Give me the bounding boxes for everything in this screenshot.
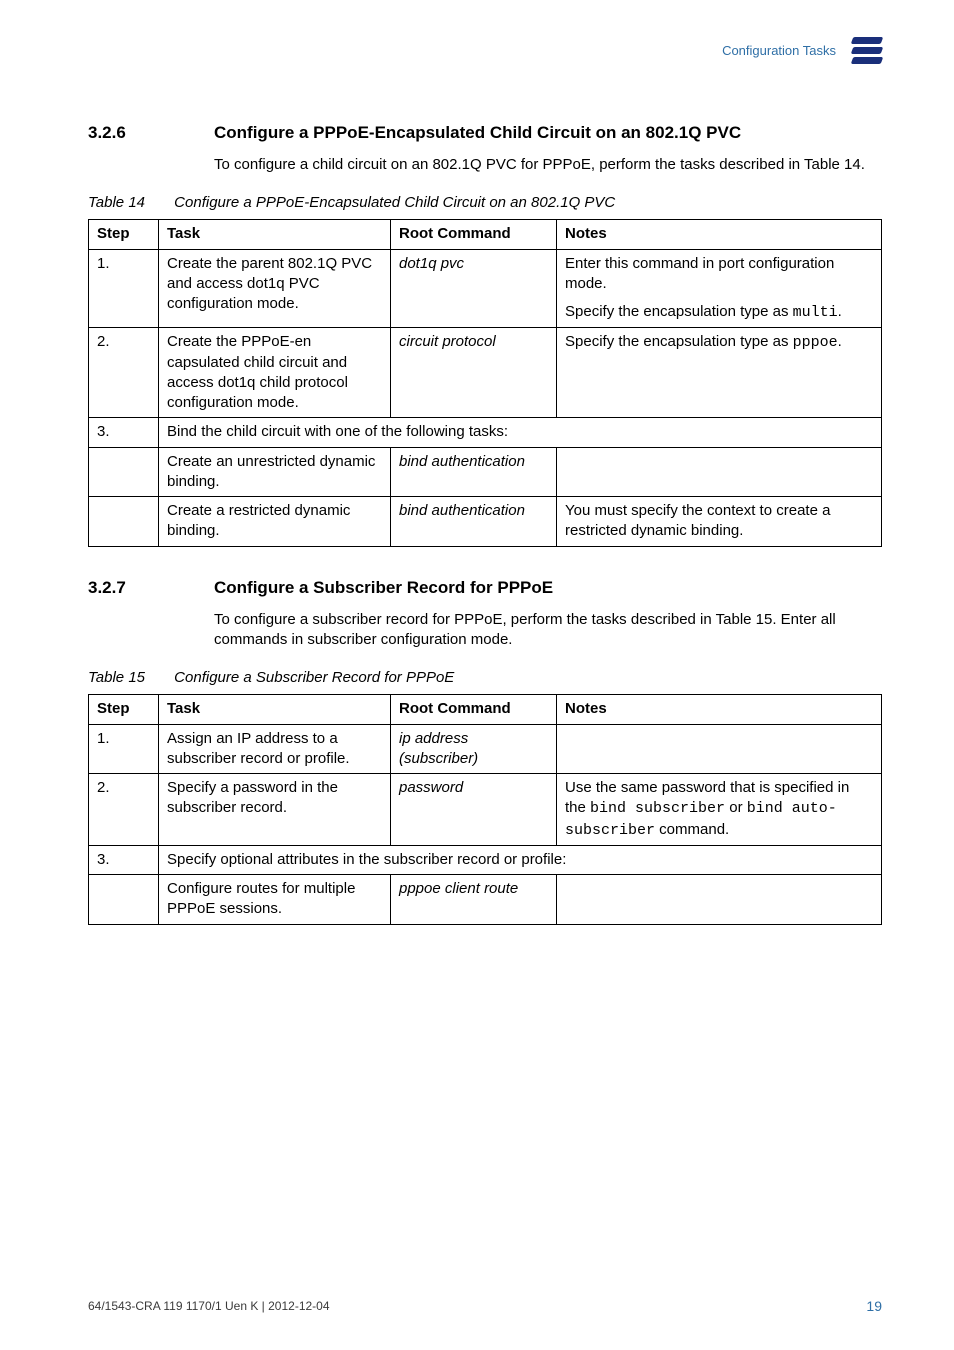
cell-task: Assign an IP address to a subscriber rec…: [159, 724, 391, 774]
cell-cmd: password: [391, 774, 557, 846]
cell-notes: You must specify the context to create a…: [557, 497, 882, 547]
cell-step: 3.: [89, 845, 159, 874]
table-15-caption-lead: Table 15: [88, 668, 170, 688]
cell-step: [89, 447, 159, 497]
th-cmd: Root Command: [391, 220, 557, 249]
cell-step: [89, 497, 159, 547]
table-14: Step Task Root Command Notes 1. Create t…: [88, 219, 882, 546]
table-row: 2. Create the PPPoE-en capsulated child …: [89, 328, 882, 418]
cell-span-task: Specify optional attributes in the subsc…: [159, 845, 882, 874]
notes-text: Specify the encapsulation type as: [565, 303, 793, 320]
cell-cmd: dot1q pvc: [391, 249, 557, 328]
cell-cmd: ip address (subscriber): [391, 724, 557, 774]
notes-code: pppoe: [793, 334, 838, 351]
cell-step: 2.: [89, 328, 159, 418]
cell-notes: [557, 447, 882, 497]
table-header-row: Step Task Root Command Notes: [89, 695, 882, 724]
section-number: 3.2.6: [88, 122, 214, 145]
cell-notes: Enter this command in port configuration…: [557, 249, 882, 298]
table-header-row: Step Task Root Command Notes: [89, 220, 882, 249]
th-notes: Notes: [557, 695, 882, 724]
cell-cmd: bind authentication: [391, 447, 557, 497]
table-15: Step Task Root Command Notes 1. Assign a…: [88, 694, 882, 924]
table-15-caption-text: Configure a Subscriber Record for PPPoE: [174, 669, 454, 686]
th-cmd: Root Command: [391, 695, 557, 724]
notes-text: command.: [655, 821, 729, 838]
th-task: Task: [159, 695, 391, 724]
cell-task: Specify a password in the subscriber rec…: [159, 774, 391, 846]
table-14-caption: Table 14 Configure a PPPoE-Encapsulated …: [88, 193, 882, 213]
cell-notes: Use the same password that is specified …: [557, 774, 882, 846]
section-title: Configure a PPPoE-Encapsulated Child Cir…: [214, 122, 741, 145]
th-task: Task: [159, 220, 391, 249]
cell-step: 2.: [89, 774, 159, 846]
table-14-caption-text: Configure a PPPoE-Encapsulated Child Cir…: [174, 194, 615, 211]
cell-step: [89, 875, 159, 925]
cell-step: 1.: [89, 724, 159, 774]
running-title: Configuration Tasks: [722, 42, 836, 60]
cell-task: Create an unrestricted dynamic binding.: [159, 447, 391, 497]
cell-task: Create the PPPoE-en capsulated child cir…: [159, 328, 391, 418]
section-para: To configure a child circuit on an 802.1…: [214, 155, 882, 175]
table-row: Create a restricted dynamic binding. bin…: [89, 497, 882, 547]
cell-notes: [557, 724, 882, 774]
page-footer: 64/1543-CRA 119 1170/1 Uen K | 2012-12-0…: [88, 1297, 882, 1316]
cell-notes: [557, 875, 882, 925]
cell-cmd: pppoe client route: [391, 875, 557, 925]
cell-step: 1.: [89, 249, 159, 328]
notes-text: or: [725, 799, 747, 816]
cell-notes: Specify the encapsulation type as multi.: [557, 298, 882, 328]
section-para: To configure a subscriber record for PPP…: [214, 610, 882, 651]
cell-step: 3.: [89, 418, 159, 447]
notes-text: Specify the encapsulation type as: [565, 333, 793, 350]
notes-code: multi: [793, 304, 838, 321]
cell-cmd: circuit protocol: [391, 328, 557, 418]
notes-period: .: [838, 303, 842, 320]
table-row: Configure routes for multiple PPPoE sess…: [89, 875, 882, 925]
th-notes: Notes: [557, 220, 882, 249]
notes-period: .: [838, 333, 842, 350]
table-14-caption-lead: Table 14: [88, 193, 170, 213]
brand-logo-icon: [852, 36, 882, 66]
table-row: 3. Specify optional attributes in the su…: [89, 845, 882, 874]
page-number: 19: [866, 1297, 882, 1316]
table-15-caption: Table 15 Configure a Subscriber Record f…: [88, 668, 882, 688]
table-row: 1. Assign an IP address to a subscriber …: [89, 724, 882, 774]
section-title: Configure a Subscriber Record for PPPoE: [214, 577, 553, 600]
notes-code: bind subscriber: [590, 800, 725, 817]
cell-task: Create the parent 802.1Q PVC and access …: [159, 249, 391, 328]
th-step: Step: [89, 220, 159, 249]
table-row: Create an unrestricted dynamic binding. …: [89, 447, 882, 497]
doc-id: 64/1543-CRA 119 1170/1 Uen K | 2012-12-0…: [88, 1298, 330, 1314]
table-row: 2. Specify a password in the subscriber …: [89, 774, 882, 846]
table-row: 3. Bind the child circuit with one of th…: [89, 418, 882, 447]
cell-task: Create a restricted dynamic binding.: [159, 497, 391, 547]
cell-task: Configure routes for multiple PPPoE sess…: [159, 875, 391, 925]
cell-notes: Specify the encapsulation type as pppoe.: [557, 328, 882, 418]
cell-cmd: bind authentication: [391, 497, 557, 547]
section-number: 3.2.7: [88, 577, 214, 600]
th-step: Step: [89, 695, 159, 724]
table-row: 1. Create the parent 802.1Q PVC and acce…: [89, 249, 882, 298]
cell-span-task: Bind the child circuit with one of the f…: [159, 418, 882, 447]
